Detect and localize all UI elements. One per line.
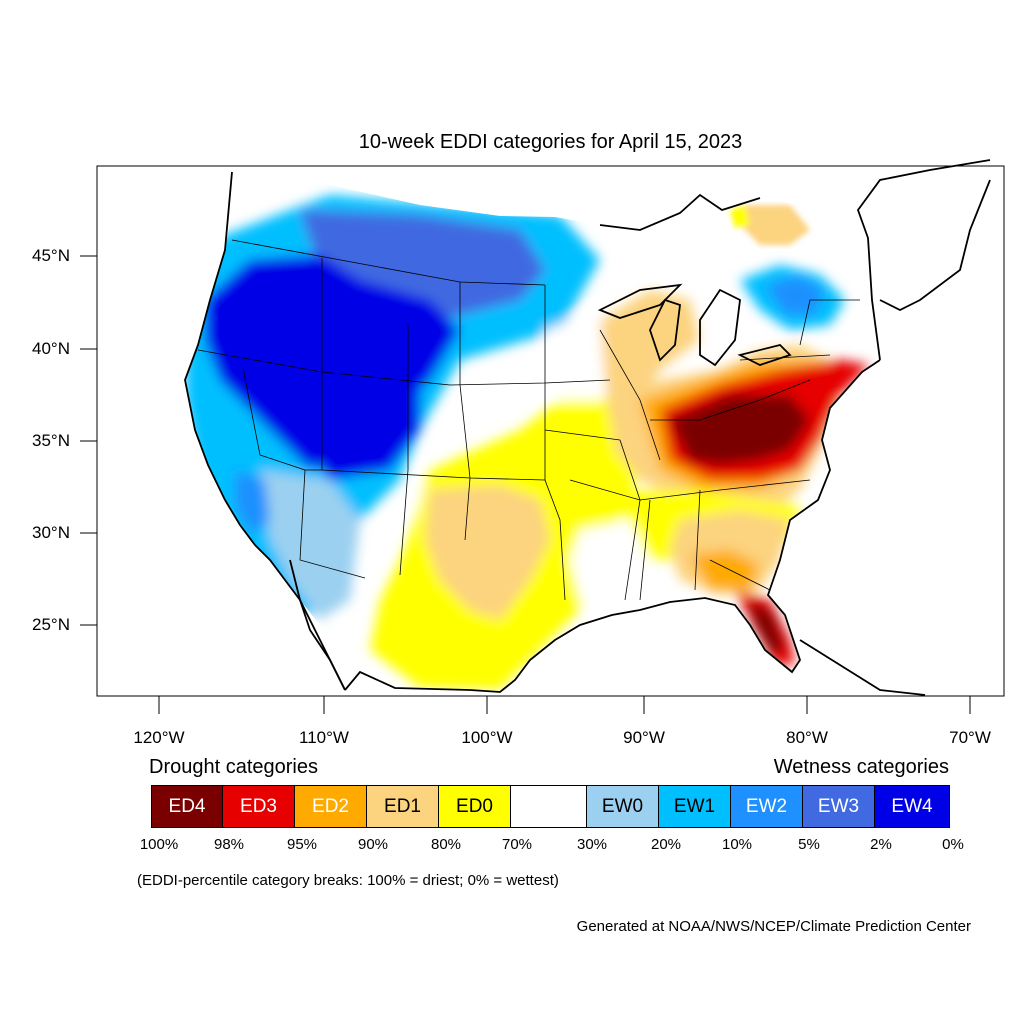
lon-label-80w: 80°W [786, 728, 828, 747]
percentile-label: 10% [721, 836, 753, 853]
legend-box-ew0: EW0 [587, 785, 659, 828]
lat-label-30: 30°N [32, 523, 70, 542]
axis-ticks [80, 255, 971, 714]
lat-label-45: 45°N [32, 246, 70, 265]
rockies-ew4-area [290, 370, 420, 480]
north-ew3-area [300, 210, 545, 320]
georgia-ed2-area [690, 550, 760, 590]
percentile-label: 90% [357, 836, 389, 853]
florida-ed4-area [748, 600, 785, 655]
legend-box-ed1: ED1 [367, 785, 439, 828]
legend-box-ew4: EW4 [875, 785, 950, 828]
percentile-label: 2% [870, 836, 892, 853]
texas-ed1-area [425, 485, 550, 620]
lon-label-120w: 120°W [133, 728, 185, 747]
lat-label-25: 25°N [32, 615, 70, 634]
lon-label-100w: 100°W [461, 728, 513, 747]
legend-box-ed0: ED0 [439, 785, 511, 828]
percentile-label: 95% [286, 836, 318, 853]
percentile-label: 30% [576, 836, 608, 853]
east-ed4-area [670, 395, 810, 465]
legend-box-ed4: ED4 [151, 785, 223, 828]
lat-label-35: 35°N [32, 431, 70, 450]
canada-ed1-area [740, 205, 810, 245]
legend-box-ew2: EW2 [731, 785, 803, 828]
wetness-categories-heading: Wetness categories [773, 756, 949, 778]
northeast-ew2-area [765, 275, 825, 315]
southwest-ew0-area [260, 470, 360, 620]
lat-label-40: 40°N [32, 339, 70, 358]
canada-ed0-area [730, 205, 750, 228]
legend-box-ew3: EW3 [803, 785, 875, 828]
legend-box-ed3: ED3 [223, 785, 295, 828]
percentile-label: 70% [501, 836, 533, 853]
drought-categories-heading: Drought categories [149, 756, 318, 778]
credit-line: Generated at NOAA/NWS/NCEP/Climate Predi… [576, 918, 971, 935]
percentile-label: 98% [213, 836, 245, 853]
legend-footnote: (EDDI-percentile category breaks: 100% =… [137, 872, 559, 889]
legend-box-normal [511, 785, 587, 828]
coastlines [184, 159, 991, 696]
state-boundaries [197, 239, 860, 601]
percentile-label: 100% [139, 836, 179, 853]
lon-label-90w: 90°W [623, 728, 665, 747]
greatlakes-ed1-area [600, 290, 700, 420]
legend-box-ew1: EW1 [659, 785, 731, 828]
lon-label-70w: 70°W [949, 728, 991, 747]
map-title: 10-week EDDI categories for April 15, 20… [358, 131, 743, 153]
west-ew4-area [205, 255, 460, 470]
legend-box-ed2: ED2 [295, 785, 367, 828]
percentile-label: 5% [798, 836, 820, 853]
percentile-label: 0% [942, 836, 964, 853]
percentile-label: 20% [650, 836, 682, 853]
socal-ew2-area [235, 470, 270, 535]
lon-label-110w: 110°W [299, 728, 349, 747]
percentile-label: 80% [430, 836, 462, 853]
gulf-white-area [570, 520, 650, 612]
